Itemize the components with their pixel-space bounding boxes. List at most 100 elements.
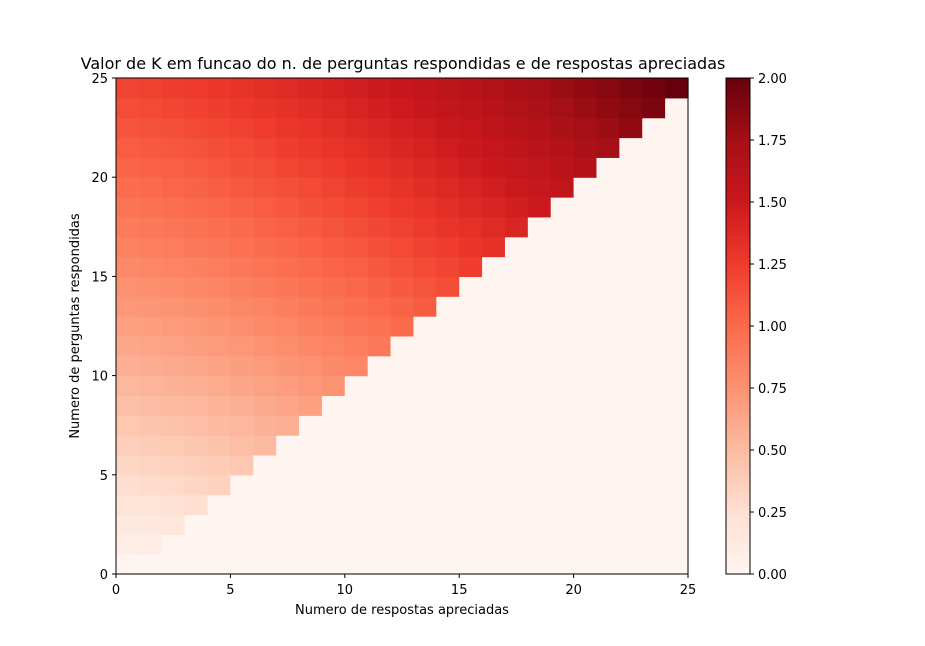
heatmap-cell	[184, 157, 209, 178]
heatmap-cell	[504, 137, 529, 158]
heatmap-cell	[413, 514, 437, 535]
heatmap-cell	[207, 514, 231, 535]
heatmap-cell	[299, 415, 323, 436]
heatmap-cell	[665, 435, 689, 456]
heatmap-cell	[642, 494, 666, 516]
heatmap-cell	[253, 236, 277, 258]
x-tick-label: 0	[112, 583, 120, 598]
heatmap-cell	[138, 494, 163, 516]
colorbar-tick-label: 2.00	[758, 72, 787, 87]
heatmap-cell	[230, 236, 254, 258]
heatmap-cell	[138, 296, 163, 317]
heatmap-cell	[138, 117, 163, 139]
heatmap-cell	[596, 316, 620, 337]
heatmap-cell	[161, 296, 186, 317]
heatmap-cell	[527, 355, 552, 377]
heatmap-cell	[504, 415, 529, 436]
heatmap-cell	[161, 97, 186, 119]
heatmap-cell	[573, 216, 598, 238]
heatmap-cell	[550, 554, 575, 575]
heatmap-cell	[230, 296, 254, 317]
y-tick-label: 10	[91, 370, 108, 385]
heatmap-cell	[459, 197, 483, 218]
heatmap-cell	[482, 454, 506, 476]
heatmap-cell	[436, 117, 460, 139]
heatmap-cell	[390, 97, 415, 119]
heatmap-cell	[184, 454, 209, 476]
heatmap-cell	[436, 554, 460, 575]
heatmap-cell	[550, 514, 575, 535]
heatmap-cell	[184, 474, 209, 496]
heatmap-cell	[527, 97, 552, 119]
heatmap-cell	[504, 494, 529, 516]
heatmap-cell	[573, 296, 598, 317]
heatmap-cell	[253, 276, 277, 297]
heatmap-cell	[573, 435, 598, 456]
heatmap-cell	[596, 355, 620, 377]
heatmap-cell	[184, 395, 209, 416]
heatmap-cell	[504, 474, 529, 496]
colorbar-tick-label: 0.25	[758, 506, 787, 521]
heatmap-cell	[116, 276, 140, 297]
y-tick-label: 0	[100, 568, 108, 583]
heatmap-cell	[482, 256, 506, 277]
heatmap-cell	[116, 97, 140, 119]
heatmap-cell	[573, 177, 598, 198]
heatmap-cell	[207, 197, 231, 218]
heatmap-cell	[344, 197, 369, 218]
heatmap-cell	[504, 454, 529, 476]
heatmap-cell	[527, 554, 552, 575]
heatmap-cell	[116, 435, 140, 456]
heatmap-cell	[619, 296, 643, 317]
heatmap-cell	[253, 514, 277, 535]
heatmap-cell	[390, 454, 415, 476]
x-tick-label: 25	[680, 583, 697, 598]
heatmap-cells	[116, 78, 689, 575]
heatmap-cell	[527, 316, 552, 337]
heatmap-cell	[665, 236, 689, 258]
heatmap-cell	[138, 474, 163, 496]
heatmap-cell	[367, 296, 392, 317]
heatmap-cell	[161, 514, 186, 535]
heatmap-cell	[642, 335, 666, 357]
heatmap-cell	[299, 97, 323, 119]
heatmap-cell	[436, 395, 460, 416]
heatmap-cell	[230, 494, 254, 516]
heatmap-cell	[367, 534, 392, 555]
heatmap-cell	[573, 395, 598, 416]
heatmap-cell	[299, 514, 323, 535]
heatmap-cell	[619, 78, 643, 99]
heatmap-cell	[161, 137, 186, 158]
heatmap-cell	[230, 474, 254, 496]
heatmap-cell	[207, 355, 231, 377]
heatmap-cell	[459, 375, 483, 397]
colorbar-tick-label: 0.00	[758, 568, 787, 583]
heatmap-cell	[230, 216, 254, 238]
heatmap-cell	[367, 197, 392, 218]
heatmap-cell	[550, 256, 575, 277]
y-tick-label: 15	[91, 270, 108, 285]
heatmap-cell	[299, 355, 323, 377]
x-tick-label: 10	[337, 583, 354, 598]
heatmap-cell	[344, 256, 369, 277]
heatmap-cell	[573, 157, 598, 178]
heatmap-cell	[550, 276, 575, 297]
heatmap-cell	[413, 256, 437, 277]
heatmap-cell	[642, 316, 666, 337]
heatmap-cell	[276, 78, 300, 99]
heatmap-cell	[138, 177, 163, 198]
heatmap-cell	[299, 256, 323, 277]
heatmap-cell	[550, 435, 575, 456]
heatmap-cell	[413, 375, 437, 397]
heatmap-cell	[253, 454, 277, 476]
heatmap-cell	[253, 375, 277, 397]
heatmap-cell	[619, 216, 643, 238]
heatmap-cell	[161, 78, 186, 99]
heatmap-cell	[550, 97, 575, 119]
heatmap-cell	[459, 554, 483, 575]
heatmap-cell	[504, 375, 529, 397]
heatmap-cell	[550, 316, 575, 337]
heatmap-cell	[550, 534, 575, 555]
heatmap-cell	[596, 78, 620, 99]
heatmap-cell	[482, 177, 506, 198]
